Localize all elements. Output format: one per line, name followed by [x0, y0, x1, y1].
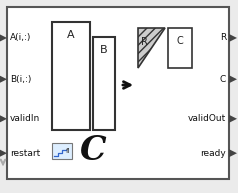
Text: A: A [67, 30, 75, 40]
Polygon shape [229, 149, 237, 157]
Text: R: R [220, 33, 226, 42]
Polygon shape [0, 115, 7, 123]
Text: C: C [177, 36, 183, 46]
Polygon shape [0, 75, 7, 83]
Text: B: B [100, 45, 108, 55]
Text: fi: fi [65, 148, 70, 154]
Polygon shape [229, 115, 237, 123]
Bar [168, 28, 192, 68]
Text: C: C [80, 135, 107, 168]
Text: R: R [141, 37, 148, 47]
Polygon shape [0, 149, 7, 157]
Text: validIn: validIn [10, 114, 40, 123]
Polygon shape [138, 28, 165, 68]
Text: validOut: validOut [188, 114, 226, 123]
FancyBboxPatch shape [52, 143, 72, 159]
Text: A(i,:): A(i,:) [10, 33, 31, 42]
Polygon shape [0, 34, 7, 42]
Polygon shape [229, 75, 237, 83]
Text: C: C [220, 75, 226, 84]
Text: restart: restart [10, 149, 40, 158]
Bar [7, 7, 229, 179]
Bar [93, 37, 115, 130]
Polygon shape [229, 34, 237, 42]
Bar [52, 22, 90, 130]
Text: ready: ready [200, 149, 226, 158]
Text: B(i,:): B(i,:) [10, 75, 31, 84]
